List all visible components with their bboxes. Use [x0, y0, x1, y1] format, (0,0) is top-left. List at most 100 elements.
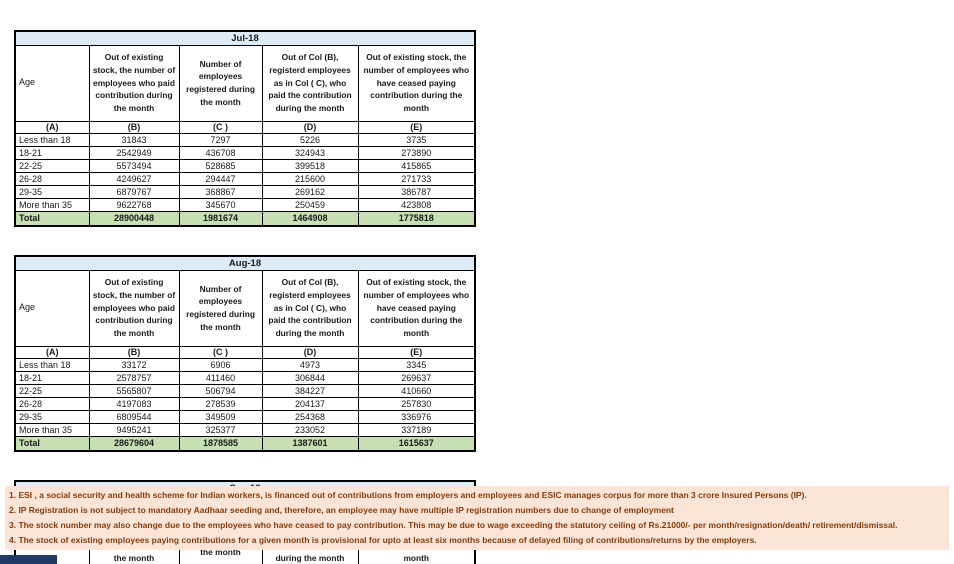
table-row: 18-21 2578757 411460 306844 269637 [14, 370, 476, 385]
column-letter-d: (D) [261, 345, 359, 359]
value-cell: 4197083 [88, 396, 180, 411]
value-cell: 399518 [261, 158, 359, 173]
column-letter-d: (D) [261, 120, 359, 134]
value-cell: 7297 [178, 132, 263, 147]
age-cell: 26-28 [14, 171, 90, 186]
column-header-paid-contribution: Out of existing stock, the number of emp… [88, 269, 180, 347]
age-cell: 26-28 [14, 396, 90, 411]
value-cell: 33172 [88, 357, 180, 372]
value-cell: 506794 [178, 383, 263, 398]
total-label-cell: Total [14, 435, 90, 452]
table-row: 29-35 6809544 349509 254368 336976 [14, 409, 476, 424]
value-cell: 5565807 [88, 383, 180, 398]
footnote-3: 3. The stock number may also change due … [9, 520, 898, 530]
value-cell: 411460 [178, 370, 263, 385]
footnote-1: 1. ESI , a social security and health sc… [9, 490, 807, 500]
value-cell: 9495241 [88, 422, 180, 437]
value-cell: 294447 [178, 171, 263, 186]
age-cell: 29-35 [14, 409, 90, 424]
value-cell: 4249627 [88, 171, 180, 186]
column-header-registered: Number of employees registered during th… [178, 269, 263, 347]
value-cell: 384227 [261, 383, 359, 398]
value-cell: 233052 [261, 422, 359, 437]
table-row: Less than 18 33172 6906 4973 3345 [14, 357, 476, 372]
value-cell: 6906 [178, 357, 263, 372]
column-letter-a: (A) [14, 120, 90, 134]
month-title: Aug-18 [14, 255, 476, 271]
tables-grid: Jul-18 Age Out of existing stock, the nu… [14, 30, 944, 564]
value-cell: 269162 [261, 184, 359, 199]
value-cell: 410660 [357, 383, 476, 398]
value-cell: 2542949 [88, 145, 180, 160]
value-cell: 337189 [357, 422, 476, 437]
value-cell: 250459 [261, 197, 359, 212]
table-body: Less than 18 31843 7297 5226 3735 18-21 254294… [14, 132, 476, 227]
column-header-age: Age [14, 44, 90, 122]
column-header-paid-contribution: Out of existing stock, the number of emp… [88, 44, 180, 122]
column-header-registered-paid: Out of Col (B), registerd employees as i… [261, 44, 359, 122]
age-cell: 22-25 [14, 158, 90, 173]
value-cell: 1615637 [357, 435, 476, 452]
value-cell: 9622768 [88, 197, 180, 212]
value-cell: 5226 [261, 132, 359, 147]
month-table-aug-18: Aug-18 Age Out of existing stock, the nu… [14, 255, 477, 452]
column-header-ceased-paying: Out of existing stock, the number of emp… [357, 44, 476, 122]
table-row: More than 35 9622768 345670 250459 423808 [14, 197, 476, 212]
value-cell: 306844 [261, 370, 359, 385]
value-cell: 271733 [357, 171, 476, 186]
column-letter-b: (B) [88, 120, 180, 134]
column-header-registered: Number of employees registered during th… [178, 44, 263, 122]
column-letter-row: (A) (B) (C ) (D) (E) [14, 345, 476, 359]
column-letter-c: (C ) [178, 345, 263, 359]
table-body: Less than 18 33172 6906 4973 3345 18-21 257875… [14, 357, 476, 452]
value-cell: 215600 [261, 171, 359, 186]
value-cell: 204137 [261, 396, 359, 411]
value-cell: 4973 [261, 357, 359, 372]
value-cell: 31843 [88, 132, 180, 147]
table-row: 26-28 4249627 294447 215600 271733 [14, 171, 476, 186]
column-letter-b: (B) [88, 345, 180, 359]
column-letter-e: (E) [357, 345, 476, 359]
value-cell: 1981674 [178, 210, 263, 227]
age-cell: 22-25 [14, 383, 90, 398]
value-cell: 528685 [178, 158, 263, 173]
column-header-ceased-paying: Out of existing stock, the number of emp… [357, 269, 476, 347]
value-cell: 2578757 [88, 370, 180, 385]
value-cell: 273890 [357, 145, 476, 160]
total-row: Total 28900448 1981674 1464908 1775818 [14, 210, 476, 227]
age-cell: Less than 18 [14, 357, 90, 372]
table-row: 26-28 4197083 278539 204137 257830 [14, 396, 476, 411]
value-cell: 436708 [178, 145, 263, 160]
value-cell: 3345 [357, 357, 476, 372]
age-cell: More than 35 [14, 422, 90, 437]
age-cell: 29-35 [14, 184, 90, 199]
column-header-age: Age [14, 269, 90, 347]
column-letter-e: (E) [357, 120, 476, 134]
age-cell: 18-21 [14, 370, 90, 385]
age-cell: More than 35 [14, 197, 90, 212]
footnote-2: 2. IP Registration is not subject to man… [9, 505, 674, 515]
value-cell: 324943 [261, 145, 359, 160]
column-letter-a: (A) [14, 345, 90, 359]
value-cell: 368867 [178, 184, 263, 199]
column-letter-row: (A) (B) (C ) (D) (E) [14, 120, 476, 134]
column-header-registered-paid: Out of Col (B), registerd employees as i… [261, 269, 359, 347]
value-cell: 349509 [178, 409, 263, 424]
value-cell: 423808 [357, 197, 476, 212]
value-cell: 415865 [357, 158, 476, 173]
value-cell: 5573494 [88, 158, 180, 173]
footnotes-block: 1. ESI , a social security and health sc… [5, 486, 949, 550]
value-cell: 6879767 [88, 184, 180, 199]
age-cell: 18-21 [14, 145, 90, 160]
value-cell: 1464908 [261, 210, 359, 227]
sheet-tab-fragment[interactable] [0, 555, 57, 564]
value-cell: 3735 [357, 132, 476, 147]
table-row: 18-21 2542949 436708 324943 273890 [14, 145, 476, 160]
value-cell: 28900448 [88, 210, 180, 227]
value-cell: 278539 [178, 396, 263, 411]
value-cell: 257830 [357, 396, 476, 411]
value-cell: 1878585 [178, 435, 263, 452]
table-row: 22-25 5573494 528685 399518 415865 [14, 158, 476, 173]
value-cell: 1775818 [357, 210, 476, 227]
value-cell: 1387601 [261, 435, 359, 452]
